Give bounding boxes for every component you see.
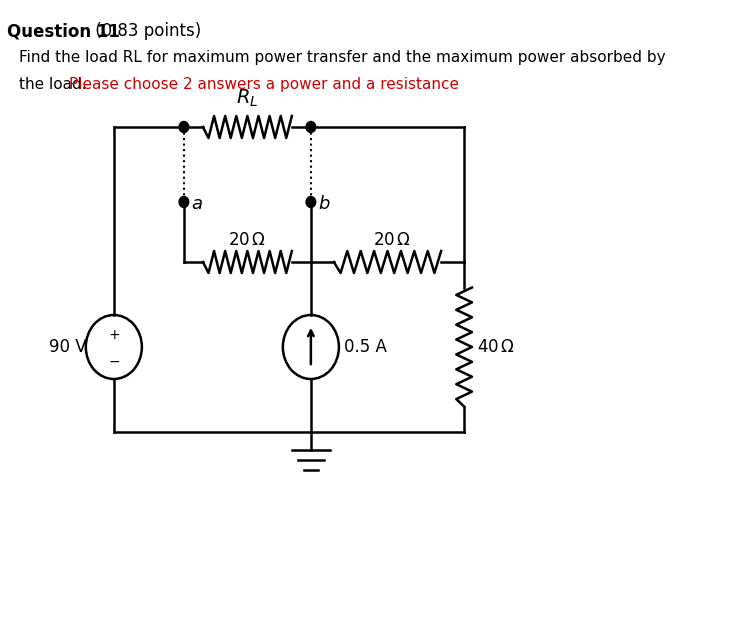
Text: $R_L$: $R_L$ xyxy=(236,88,258,109)
Text: 0.5 A: 0.5 A xyxy=(344,338,387,356)
Text: $20\,\Omega$: $20\,\Omega$ xyxy=(228,231,266,249)
Circle shape xyxy=(179,121,189,133)
Circle shape xyxy=(306,121,316,133)
Text: $-$: $-$ xyxy=(108,354,120,368)
Circle shape xyxy=(306,197,316,207)
Text: $20\,\Omega$: $20\,\Omega$ xyxy=(373,231,411,249)
Circle shape xyxy=(179,197,189,207)
Text: the load.: the load. xyxy=(19,77,92,92)
Text: $a$: $a$ xyxy=(191,195,203,213)
Text: Question 11: Question 11 xyxy=(7,22,120,40)
Text: $40\,\Omega$: $40\,\Omega$ xyxy=(477,338,515,356)
Text: 90 V: 90 V xyxy=(49,338,87,356)
Text: Please choose 2 answers a power and a resistance: Please choose 2 answers a power and a re… xyxy=(69,77,459,92)
Text: (0.83 points): (0.83 points) xyxy=(90,22,201,40)
Text: Find the load RL for maximum power transfer and the maximum power absorbed by: Find the load RL for maximum power trans… xyxy=(19,50,666,65)
Text: $+$: $+$ xyxy=(108,328,120,342)
Text: $b$: $b$ xyxy=(318,195,331,213)
